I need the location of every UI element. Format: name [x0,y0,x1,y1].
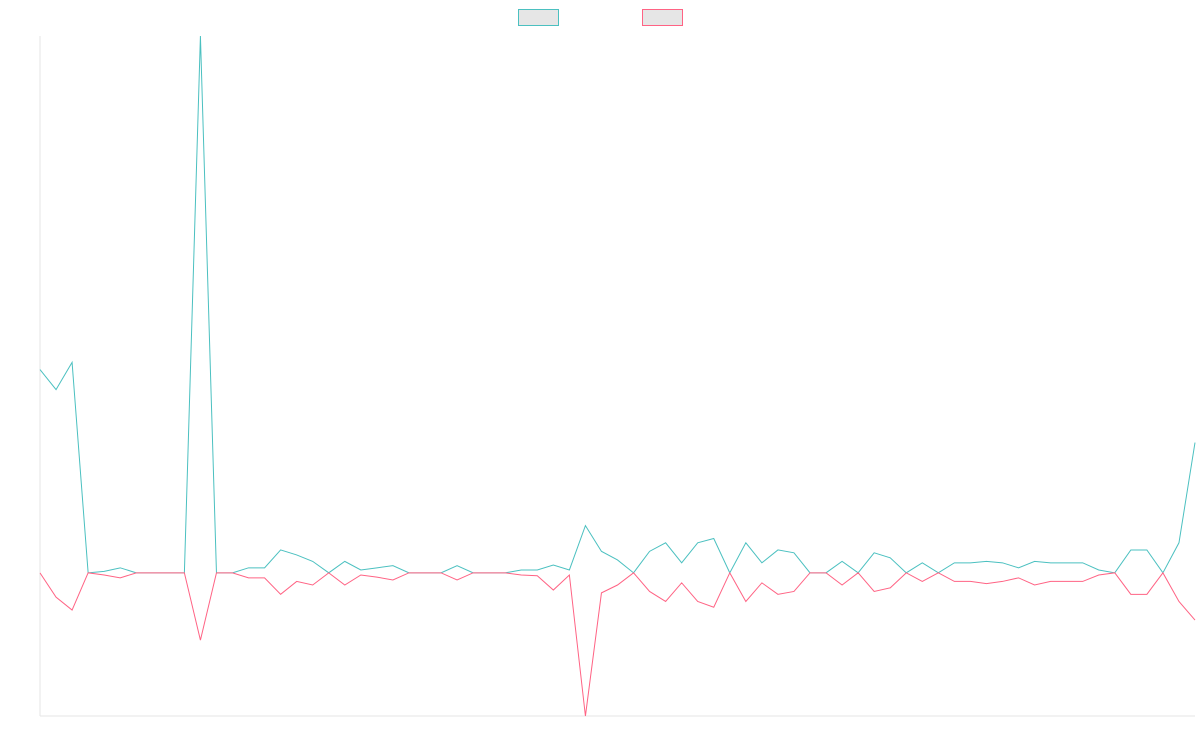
legend-swatch[interactable] [518,9,559,26]
line-series [39,571,1196,717]
legend-swatch[interactable] [642,9,683,26]
line-series [39,35,1196,574]
